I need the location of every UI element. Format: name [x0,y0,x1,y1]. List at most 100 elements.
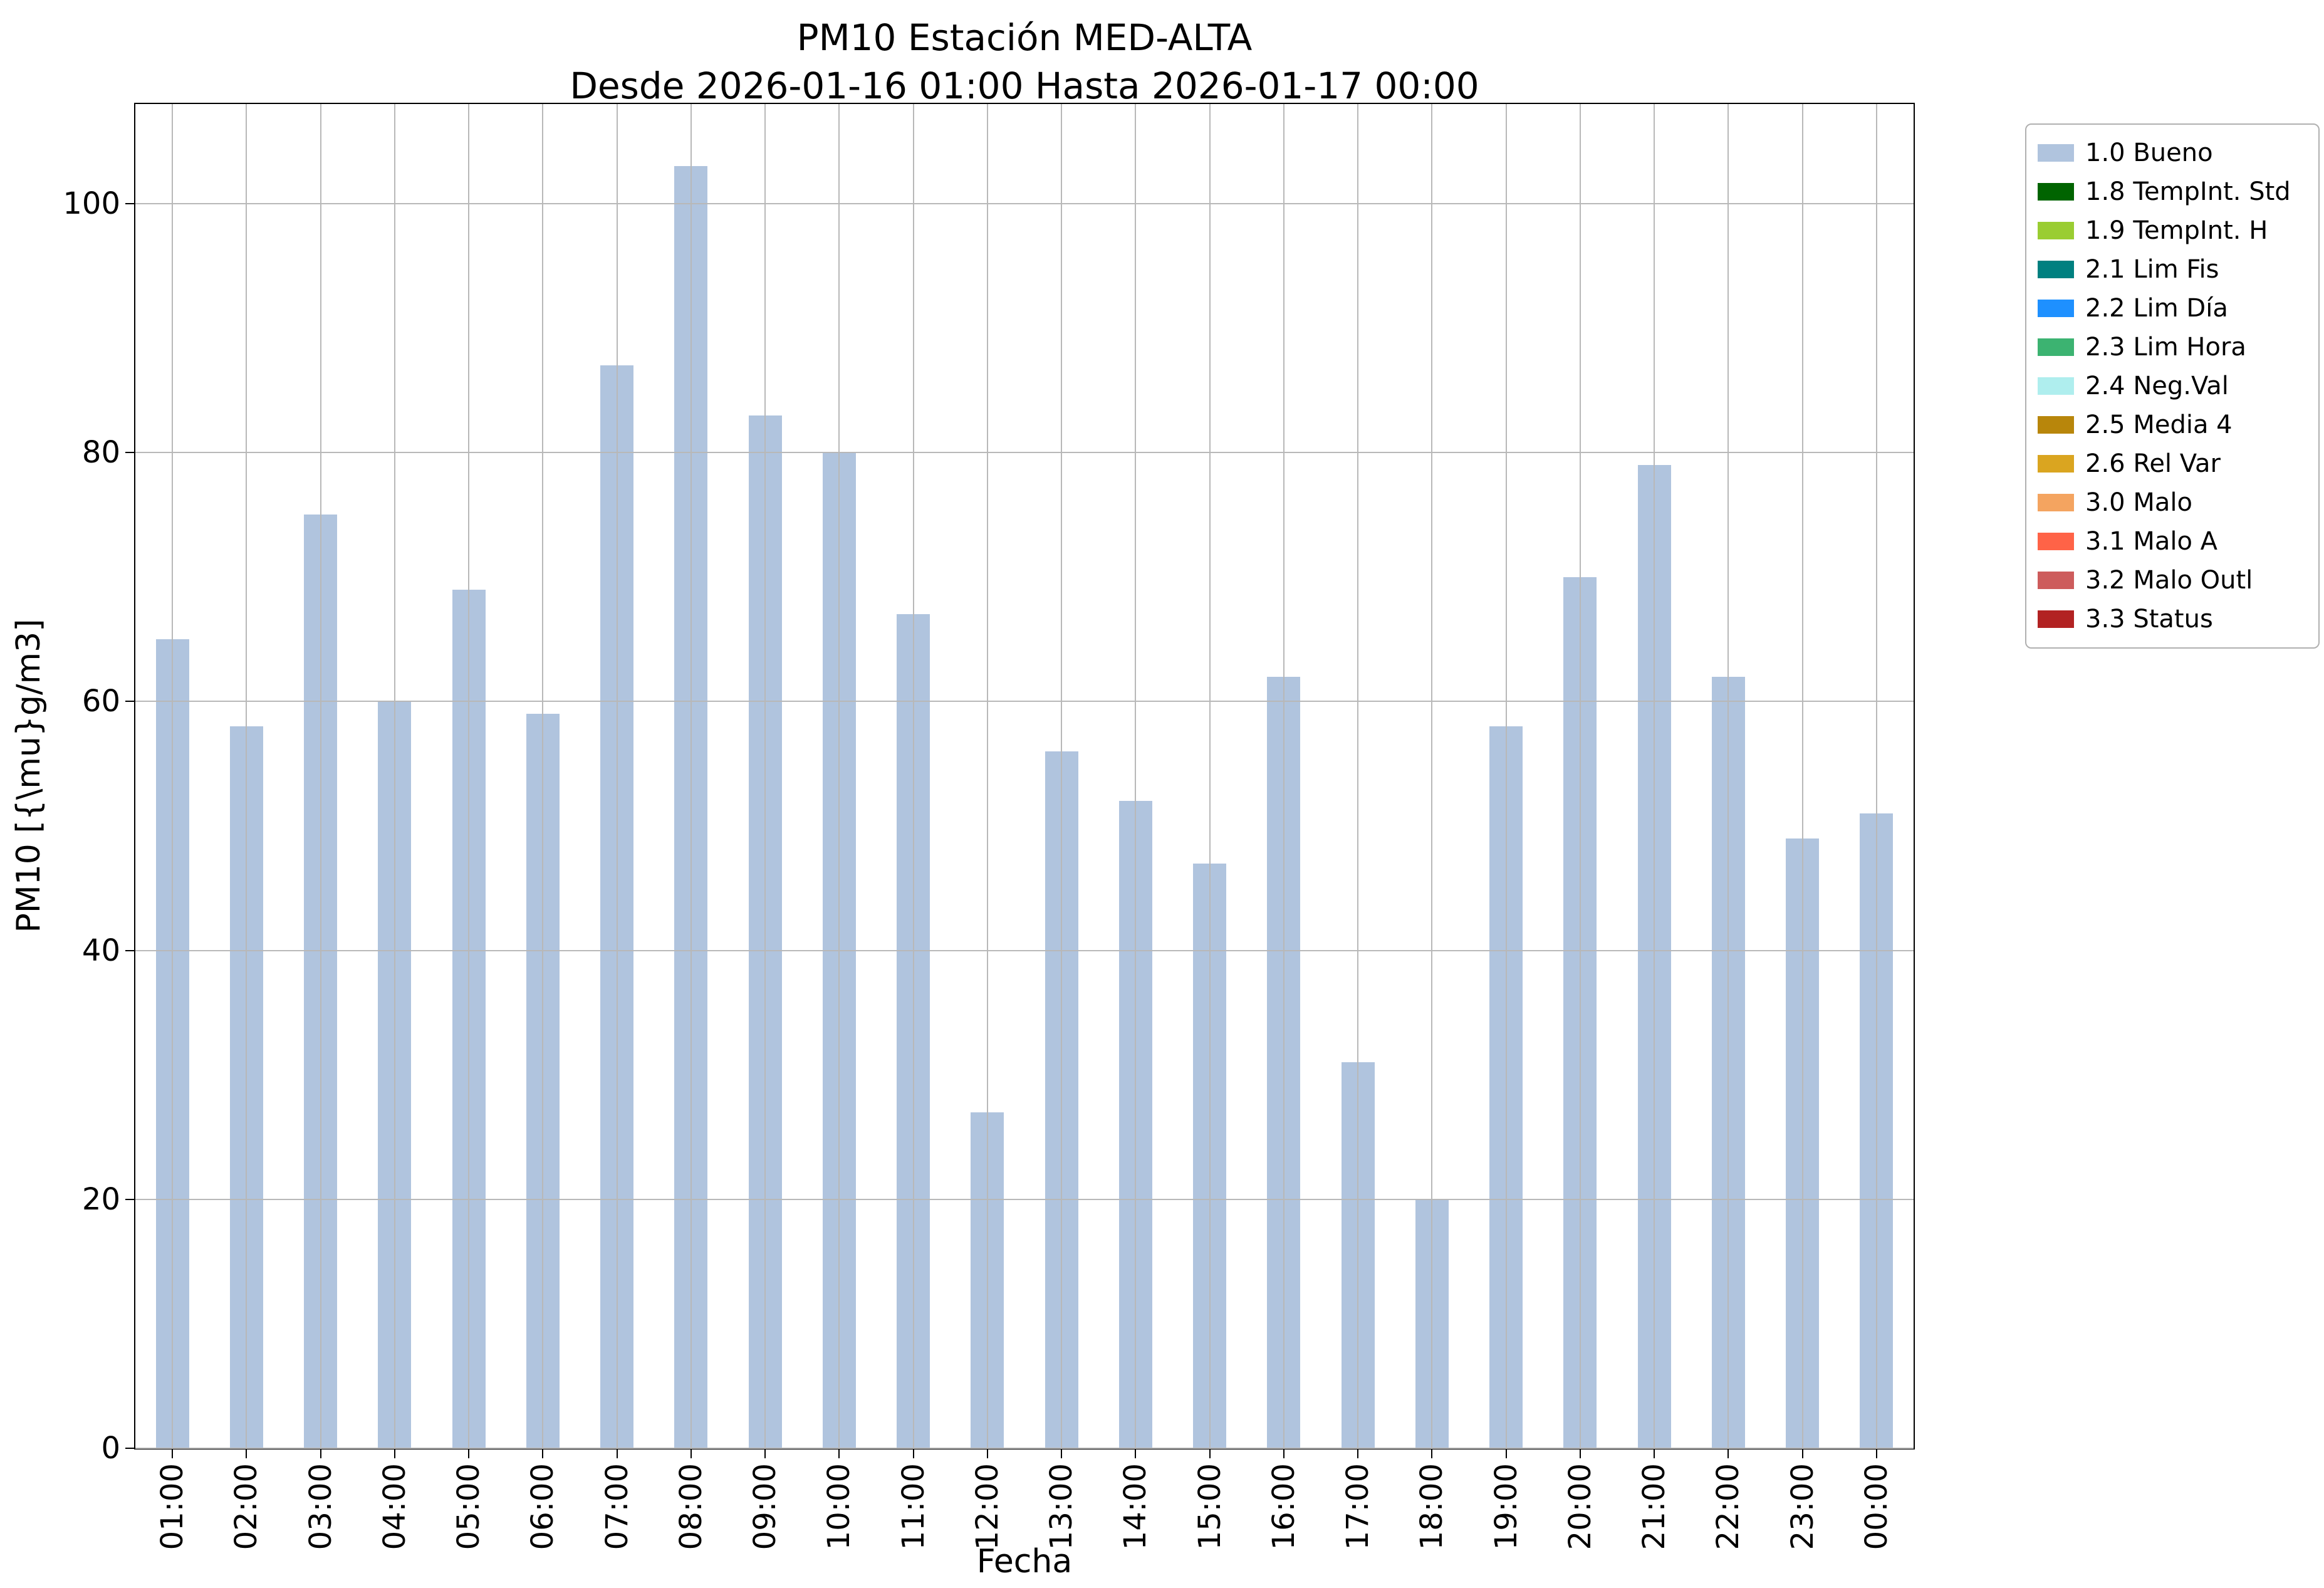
x-tick-label: 19:00 [1488,1463,1524,1550]
x-tick-label: 08:00 [673,1463,709,1550]
y-tick-mark [125,202,134,204]
x-gridline [1135,104,1137,1448]
legend-swatch-icon [2038,300,2074,317]
legend-swatch-icon [2038,533,2074,550]
y-tick-mark [125,1198,134,1200]
x-tick-mark [616,1450,618,1458]
x-gridline [1727,104,1729,1448]
y-gridline [135,1198,1914,1200]
y-tick-label: 0 [101,1431,120,1466]
x-gridline [1654,104,1655,1448]
x-tick-label: 11:00 [895,1463,931,1550]
y-tick-label: 100 [63,185,120,221]
legend-label: 2.5 Media 4 [2085,410,2233,439]
legend-swatch-icon [2038,494,2074,511]
x-tick-label: 06:00 [525,1463,561,1550]
legend-swatch-icon [2038,261,2074,278]
x-tick-mark [246,1450,248,1458]
x-tick-label: 09:00 [748,1463,783,1550]
x-tick-label: 21:00 [1637,1463,1672,1550]
y-tick-mark [125,949,134,951]
x-gridline [1209,104,1211,1448]
x-tick-label: 03:00 [303,1463,338,1550]
x-gridline [172,104,174,1448]
legend-item: 2.6 Rel Var [2026,444,2318,483]
y-tick-mark [125,1448,134,1449]
legend-label: 1.9 TempInt. H [2085,216,2268,245]
x-gridline [1875,104,1877,1448]
legend-item: 1.0 Bueno [2026,133,2318,172]
legend-item: 2.1 Lim Fis [2026,250,2318,289]
y-gridline [135,1448,1914,1449]
x-gridline [468,104,470,1448]
x-tick-mark [838,1450,840,1458]
y-tick-mark [125,701,134,703]
x-tick-mark [1135,1450,1137,1458]
x-gridline [1801,104,1803,1448]
x-tick-mark [1061,1450,1063,1458]
legend: 1.0 Bueno 1.8 TempInt. Std 1.9 TempInt. H 2… [2025,123,2320,649]
legend-label: 2.1 Lim Fis [2085,255,2219,284]
legend-item: 3.0 Malo [2026,483,2318,522]
legend-item: 1.9 TempInt. H [2026,211,2318,250]
legend-label: 3.1 Malo A [2085,527,2218,556]
x-tick-mark [542,1450,544,1458]
x-tick-label: 02:00 [229,1463,264,1550]
legend-label: 1.8 TempInt. Std [2085,177,2291,206]
x-tick-mark [320,1450,321,1458]
y-tick-label: 60 [81,684,120,719]
x-tick-mark [1654,1450,1655,1458]
x-tick-label: 13:00 [1044,1463,1080,1550]
chart-title: PM10 Estación MED-ALTA [796,16,1253,59]
x-tick-label: 16:00 [1266,1463,1301,1550]
x-tick-label: 14:00 [1118,1463,1154,1550]
x-gridline [912,104,914,1448]
legend-swatch-icon [2038,338,2074,356]
legend-item: 2.4 Neg.Val [2026,367,2318,405]
legend-item: 3.3 Status [2026,600,2318,639]
x-tick-label: 20:00 [1562,1463,1598,1550]
legend-label: 1.0 Bueno [2085,138,2213,167]
y-gridline [135,452,1914,454]
legend-item: 3.1 Malo A [2026,522,2318,561]
x-gridline [1283,104,1284,1448]
x-tick-mark [1283,1450,1284,1458]
y-tick-label: 20 [81,1181,120,1217]
x-gridline [986,104,988,1448]
x-tick-mark [690,1450,692,1458]
x-gridline [690,104,692,1448]
y-gridline [135,202,1914,204]
legend-item: 2.2 Lim Día [2026,289,2318,328]
chart-header: PM10 Estación MED-ALTA Desde 2026-01-16 … [134,14,1915,110]
y-tick-label: 80 [81,435,120,471]
x-gridline [1431,104,1433,1448]
legend-label: 3.0 Malo [2085,488,2192,517]
legend-swatch-icon [2038,144,2074,162]
x-tick-mark [1579,1450,1581,1458]
x-tick-mark [1727,1450,1729,1458]
legend-swatch-icon [2038,377,2074,395]
x-tick-label: 00:00 [1858,1463,1894,1550]
x-gridline [1061,104,1063,1448]
y-gridline [135,701,1914,703]
x-tick-mark [1875,1450,1877,1458]
x-gridline [542,104,544,1448]
plot-area [134,103,1915,1450]
x-tick-label: 22:00 [1711,1463,1746,1550]
y-tick-label: 40 [81,932,120,968]
y-gridline [135,949,1914,951]
x-tick-label: 05:00 [451,1463,487,1550]
x-tick-label: 10:00 [821,1463,857,1550]
x-tick-mark [1357,1450,1359,1458]
legend-label: 2.3 Lim Hora [2085,333,2246,362]
legend-swatch-icon [2038,572,2074,589]
x-gridline [838,104,840,1448]
legend-swatch-icon [2038,610,2074,628]
legend-item: 2.3 Lim Hora [2026,328,2318,367]
legend-label: 2.6 Rel Var [2085,449,2221,478]
x-gridline [1505,104,1507,1448]
y-tick-mark [125,452,134,454]
x-axis-label: Fecha [976,1543,1073,1580]
x-gridline [320,104,321,1448]
